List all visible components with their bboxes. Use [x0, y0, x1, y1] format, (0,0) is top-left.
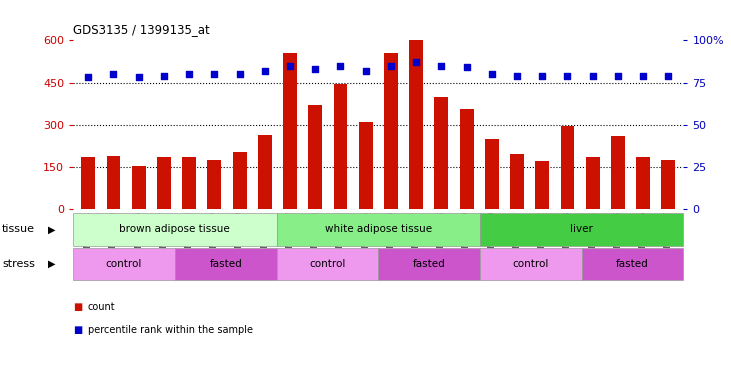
Text: count: count	[88, 302, 115, 312]
Point	[234, 71, 246, 77]
Bar	[636, 157, 650, 209]
Text: fasted: fasted	[209, 259, 242, 269]
Text: control: control	[309, 259, 346, 269]
Point	[259, 68, 270, 74]
Bar	[460, 109, 474, 209]
Bar	[359, 122, 373, 209]
Text: GDS3135 / 1399135_at: GDS3135 / 1399135_at	[73, 23, 210, 36]
Bar	[379, 248, 480, 280]
Bar	[232, 152, 246, 209]
Bar	[582, 248, 683, 280]
Point	[587, 73, 599, 79]
Bar	[73, 248, 175, 280]
Point	[537, 73, 548, 79]
Text: control: control	[512, 259, 549, 269]
Bar	[510, 154, 524, 209]
Point	[133, 74, 145, 81]
Point	[436, 63, 447, 69]
Bar	[157, 157, 171, 209]
Text: ▶: ▶	[48, 259, 55, 269]
Bar	[384, 53, 398, 209]
Bar	[73, 213, 276, 246]
Point	[461, 64, 472, 70]
Point	[612, 73, 624, 79]
Bar	[276, 248, 379, 280]
Point	[335, 63, 346, 69]
Point	[83, 74, 94, 81]
Bar	[132, 166, 145, 209]
Point	[309, 66, 321, 72]
Bar	[208, 160, 221, 209]
Bar	[283, 53, 297, 209]
Bar	[480, 213, 683, 246]
Point	[662, 73, 674, 79]
Text: ▶: ▶	[48, 224, 55, 235]
Text: brown adipose tissue: brown adipose tissue	[119, 224, 230, 235]
Point	[158, 73, 170, 79]
Bar	[182, 157, 196, 209]
Bar	[81, 157, 95, 209]
Point	[284, 63, 296, 69]
Bar	[175, 248, 276, 280]
Bar	[434, 97, 448, 209]
Bar	[535, 161, 549, 209]
Point	[183, 71, 195, 77]
Bar	[333, 84, 347, 209]
Bar	[107, 156, 121, 209]
Text: stress: stress	[2, 259, 35, 269]
Bar	[662, 160, 675, 209]
Point	[410, 59, 422, 65]
Text: fasted: fasted	[616, 259, 649, 269]
Bar	[409, 40, 423, 209]
Point	[360, 68, 371, 74]
Text: ■: ■	[73, 325, 83, 335]
Text: percentile rank within the sample: percentile rank within the sample	[88, 325, 253, 335]
Bar	[480, 248, 582, 280]
Bar	[611, 136, 625, 209]
Bar	[258, 135, 272, 209]
Point	[511, 73, 523, 79]
Bar	[276, 213, 480, 246]
Bar	[586, 157, 599, 209]
Text: white adipose tissue: white adipose tissue	[325, 224, 432, 235]
Text: liver: liver	[570, 224, 593, 235]
Point	[637, 73, 649, 79]
Point	[107, 71, 119, 77]
Text: control: control	[106, 259, 142, 269]
Text: fasted: fasted	[413, 259, 445, 269]
Point	[208, 71, 220, 77]
Point	[385, 63, 397, 69]
Text: ■: ■	[73, 302, 83, 312]
Bar	[561, 126, 575, 209]
Bar	[485, 139, 499, 209]
Point	[486, 71, 498, 77]
Bar	[308, 105, 322, 209]
Text: tissue: tissue	[2, 224, 35, 235]
Point	[561, 73, 573, 79]
